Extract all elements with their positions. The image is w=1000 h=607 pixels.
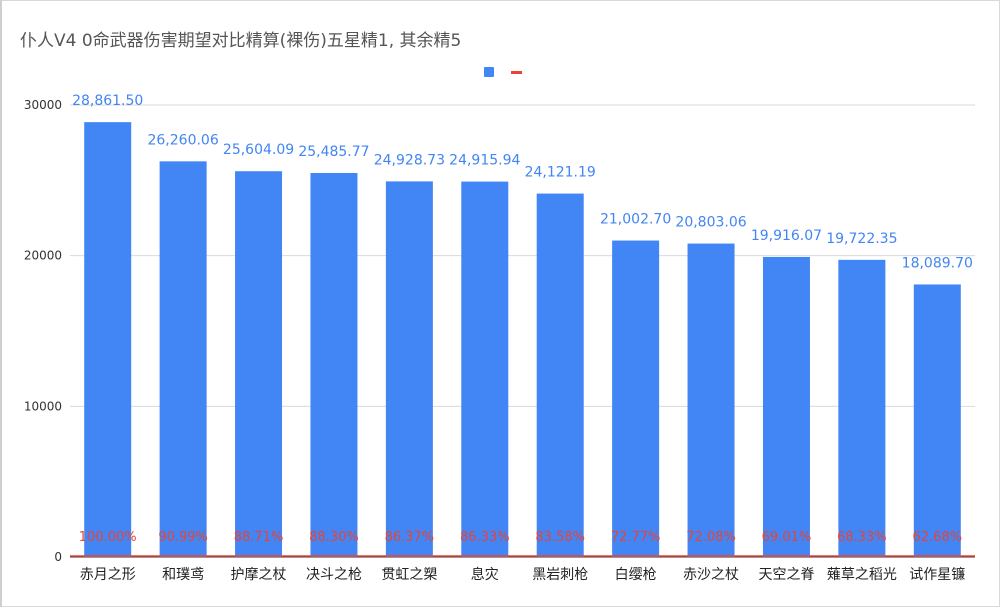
x-tick-label: 护摩之杖 xyxy=(231,566,287,583)
percent-label: 69.01% xyxy=(762,530,812,545)
percent-label: 68.33% xyxy=(837,530,887,545)
bar xyxy=(159,161,207,557)
percent-label: 86.33% xyxy=(460,530,510,545)
y-tick-label: 30000 xyxy=(24,98,62,112)
bar-value-label: 19,722.35 xyxy=(826,231,897,247)
bar-value-label: 26,260.06 xyxy=(147,132,218,148)
x-tick-label: 决斗之枪 xyxy=(306,566,362,583)
percent-label: 83.58% xyxy=(535,530,585,545)
y-tick-label: 20000 xyxy=(24,249,62,263)
left-border xyxy=(0,0,2,607)
bar xyxy=(687,243,735,557)
bar-value-label: 25,604.09 xyxy=(223,142,294,158)
x-tick-label: 贯虹之槊 xyxy=(381,567,437,583)
bar-value-label: 24,928.73 xyxy=(374,152,445,168)
chart-title: 仆人V4 0命武器伤害期望对比精算(裸伤)五星精1, 其余精5 xyxy=(20,31,462,51)
bar-value-label: 20,803.06 xyxy=(675,215,746,231)
y-tick-label: 10000 xyxy=(24,399,62,413)
x-tick-label: 天空之脊 xyxy=(758,567,814,583)
x-tick-label: 薙草之稻光 xyxy=(827,567,897,583)
bar xyxy=(84,122,132,558)
bar-value-label: 18,089.70 xyxy=(902,255,973,271)
bar xyxy=(235,171,283,558)
x-tick-label: 赤月之形 xyxy=(80,567,136,583)
bar-value-label: 24,121.19 xyxy=(525,165,596,181)
percent-label: 88.30% xyxy=(309,530,359,545)
x-tick-label: 息灾 xyxy=(471,566,499,583)
percent-label: 90.99% xyxy=(158,530,208,545)
bar-value-label: 25,485.77 xyxy=(298,144,369,160)
bar xyxy=(461,181,509,557)
bar xyxy=(310,173,358,557)
bar xyxy=(913,284,961,557)
percent-label: 72.77% xyxy=(611,530,661,545)
percent-label: 88.71% xyxy=(234,530,284,545)
x-tick-label: 赤沙之杖 xyxy=(683,567,739,583)
bar-value-label: 28,861.50 xyxy=(72,93,143,109)
legend-swatch-bars xyxy=(484,67,494,77)
percent-label: 86.37% xyxy=(385,530,435,545)
bar xyxy=(838,259,886,557)
percent-label: 100.00% xyxy=(79,530,137,545)
legend-swatch-percent-line xyxy=(511,71,522,74)
x-tick-label: 白缨枪 xyxy=(615,566,657,583)
x-tick-label: 和璞鸢 xyxy=(162,567,204,583)
bar xyxy=(536,193,584,557)
bar-value-label: 21,002.70 xyxy=(600,212,671,228)
y-tick-label: 0 xyxy=(54,550,62,564)
percent-label: 72.08% xyxy=(686,530,736,545)
bar xyxy=(612,240,660,557)
x-tick-label: 黑岩刺枪 xyxy=(532,566,588,583)
bar-value-label: 19,916.07 xyxy=(751,228,822,244)
bar xyxy=(385,181,433,557)
x-tick-label: 试作星镰 xyxy=(909,566,965,583)
percent-label: 62.68% xyxy=(913,530,963,545)
bar-value-label: 24,915.94 xyxy=(449,153,520,169)
bar xyxy=(762,256,810,557)
